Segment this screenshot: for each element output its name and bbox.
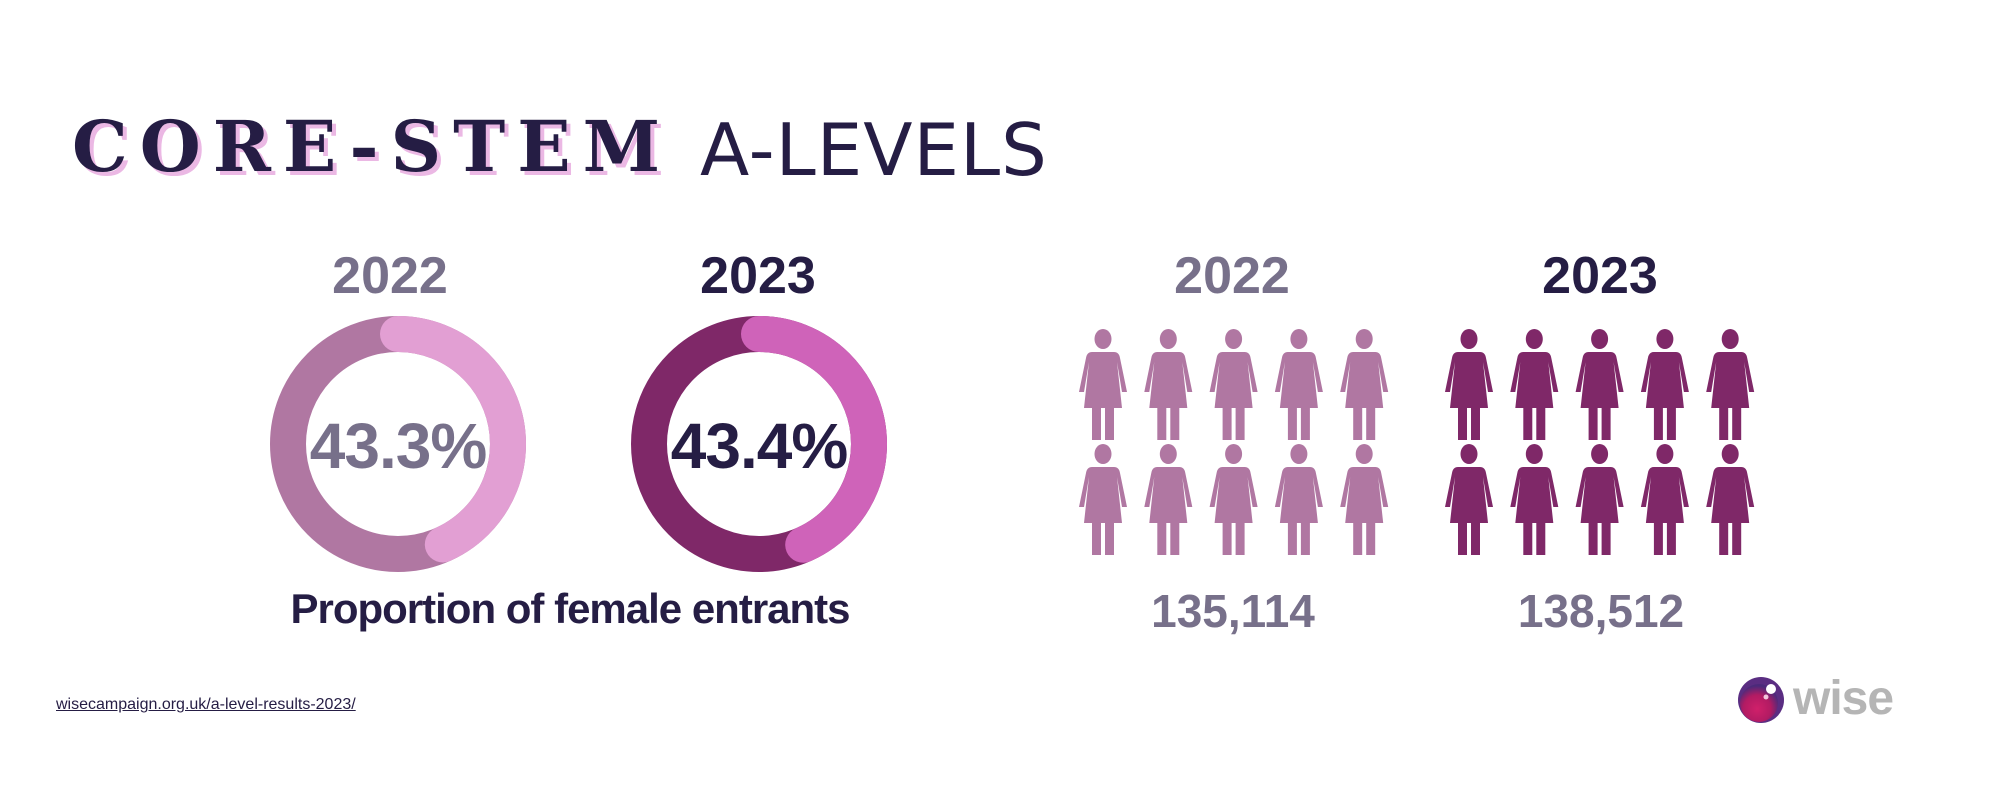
entrants-count-2023: 138,512 (1517, 585, 1685, 637)
entrants-count-2022: 135,114 (1151, 585, 1315, 637)
female-figure-icon (1274, 444, 1323, 555)
female-figure-icon (1445, 329, 1493, 440)
female-figure-icon (1209, 329, 1258, 440)
female-figure-icon (1510, 444, 1559, 555)
female-figure-icon (1706, 329, 1755, 440)
female-figure-icon (1510, 329, 1559, 440)
female-figure-icon (1079, 444, 1127, 555)
wise-logo: wise (1737, 672, 1894, 726)
donut-segment-2023 (631, 316, 887, 572)
female-figure-icon (1340, 329, 1389, 440)
female-figure-icon (1640, 329, 1689, 440)
donut-segment-2022 (270, 316, 526, 572)
pictogram-year-2023: 2023 (1542, 247, 1658, 305)
pictogram-year-2022: 2022 (1174, 247, 1290, 305)
donut-label-2023: 43.4% (670, 410, 848, 482)
female-figure-icon (1209, 444, 1258, 555)
wise-logo-text: wise (1793, 672, 1894, 725)
female-figure-icon (1575, 444, 1624, 555)
wise-logo-icon (1738, 677, 1784, 723)
female-figure-icon (1144, 444, 1193, 555)
female-figure-icon (1079, 329, 1127, 440)
proportion-caption: Proportion of female entrants (290, 585, 850, 632)
female-figure-icon (1575, 329, 1624, 440)
female-figure-icon (1144, 329, 1193, 440)
female-figure-icon (1445, 444, 1493, 555)
title-a-levels: A-LEVELS (700, 108, 1048, 192)
female-figure-icon (1340, 444, 1389, 555)
donut-label-2022: 43.3% (309, 410, 487, 482)
female-figure-icon (1274, 329, 1323, 440)
title-core-stem: CORE-STEM (72, 105, 673, 188)
source-link[interactable]: wisecampaign.org.uk/a-level-results-2023… (56, 696, 356, 713)
female-figure-icon (1706, 444, 1755, 555)
female-figure-icon (1640, 444, 1689, 555)
donut-year-2023: 2023 (700, 247, 816, 305)
donut-year-2022: 2022 (332, 247, 448, 305)
